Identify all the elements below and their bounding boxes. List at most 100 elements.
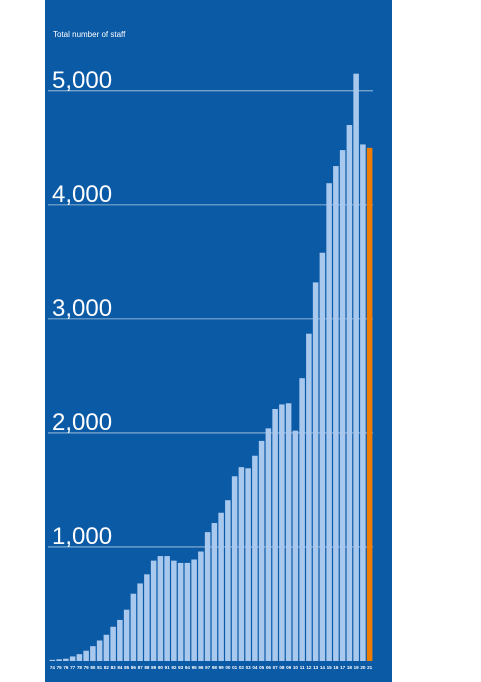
bar <box>360 144 366 661</box>
x-tick-label: 05 <box>259 665 265 670</box>
bar <box>279 404 285 661</box>
bar <box>123 609 130 661</box>
x-tick-label: 01 <box>232 665 238 670</box>
bar <box>103 634 110 661</box>
x-tick-label: 06 <box>266 665 272 670</box>
bar <box>69 656 76 661</box>
bar <box>171 560 177 661</box>
x-tick-label: 14 <box>320 665 326 670</box>
bar <box>225 500 231 661</box>
x-tick-label: 82 <box>104 665 110 670</box>
bar <box>312 282 319 661</box>
y-tick-label: 5,000 <box>52 67 112 94</box>
y-tick-label: 3,000 <box>52 295 112 322</box>
y-tick-label: 1,000 <box>52 523 112 550</box>
x-tick-label: 91 <box>165 665 171 670</box>
x-tick-label: 19 <box>354 665 360 670</box>
bar <box>76 654 83 661</box>
x-tick-label: 86 <box>131 665 137 670</box>
x-tick-label: 75 <box>57 665 63 670</box>
x-tick-label: 21 <box>367 665 373 670</box>
bar <box>218 512 224 661</box>
bar <box>306 333 312 661</box>
bar <box>63 658 69 661</box>
bar <box>211 523 218 661</box>
bar <box>110 626 116 661</box>
bar <box>326 183 332 662</box>
bar <box>238 467 245 661</box>
bar <box>191 559 197 661</box>
bar <box>56 659 62 661</box>
x-tick-label: 93 <box>178 665 184 670</box>
x-tick-label: 03 <box>246 665 252 670</box>
bar <box>130 593 137 661</box>
x-tick-label: 90 <box>158 665 164 670</box>
bar <box>339 150 346 661</box>
x-tick-label: 16 <box>333 665 339 670</box>
bar <box>292 430 299 661</box>
bar <box>353 73 359 662</box>
x-tick-label: 83 <box>111 665 117 670</box>
bar <box>184 562 191 661</box>
bar <box>231 476 238 661</box>
x-tick-label: 84 <box>117 665 123 670</box>
bar <box>137 583 143 661</box>
y-tick-label: 4,000 <box>52 181 112 208</box>
x-tick-label: 10 <box>293 665 299 670</box>
bar <box>252 455 258 661</box>
bar <box>272 408 278 661</box>
x-tick-label: 96 <box>198 665 204 670</box>
x-tick-label: 07 <box>273 665 279 670</box>
x-tick-label: 74 <box>50 665 56 670</box>
x-tick-label: 13 <box>313 665 319 670</box>
x-tick-label: 76 <box>63 665 69 670</box>
bar <box>198 551 204 661</box>
y-tick-label: 2,000 <box>52 409 112 436</box>
bar <box>96 640 103 661</box>
bar <box>333 166 339 662</box>
bar <box>366 147 373 662</box>
x-tick-label: 92 <box>171 665 177 670</box>
x-tick-label: 87 <box>138 665 144 670</box>
x-tick-label: 17 <box>340 665 346 670</box>
x-tick-label: 08 <box>279 665 285 670</box>
x-tick-label: 98 <box>212 665 218 670</box>
bar <box>299 378 305 661</box>
x-tick-label: 81 <box>97 665 103 670</box>
bar <box>49 659 56 661</box>
x-tick-label: 09 <box>286 665 292 670</box>
bar <box>164 556 170 661</box>
bar <box>346 125 353 662</box>
bar <box>144 574 150 661</box>
x-tick-label: 99 <box>219 665 225 670</box>
x-tick-label: 85 <box>124 665 130 670</box>
x-tick-label: 89 <box>151 665 157 670</box>
bar <box>319 252 326 661</box>
x-tick-label: 20 <box>360 665 366 670</box>
bar <box>83 650 89 661</box>
bar <box>245 468 251 661</box>
bar <box>258 440 265 661</box>
x-tick-label: 88 <box>144 665 150 670</box>
bar <box>90 646 96 661</box>
x-tick-label: 00 <box>225 665 231 670</box>
chart-title: Total number of staff <box>53 30 126 39</box>
x-tick-label: 04 <box>252 665 258 670</box>
x-tick-label: 02 <box>239 665 245 670</box>
bar <box>150 560 157 661</box>
x-tick-label: 78 <box>77 665 83 670</box>
bar <box>265 428 272 661</box>
x-tick-label: 95 <box>192 665 198 670</box>
bar <box>157 556 164 661</box>
x-tick-label: 12 <box>306 665 312 670</box>
x-tick-label: 15 <box>327 665 333 670</box>
bar <box>117 619 123 661</box>
x-tick-label: 18 <box>347 665 353 670</box>
bar <box>204 532 211 661</box>
x-tick-label: 97 <box>205 665 211 670</box>
bar <box>285 403 292 661</box>
x-tick-label: 77 <box>70 665 76 670</box>
bar <box>177 562 184 661</box>
